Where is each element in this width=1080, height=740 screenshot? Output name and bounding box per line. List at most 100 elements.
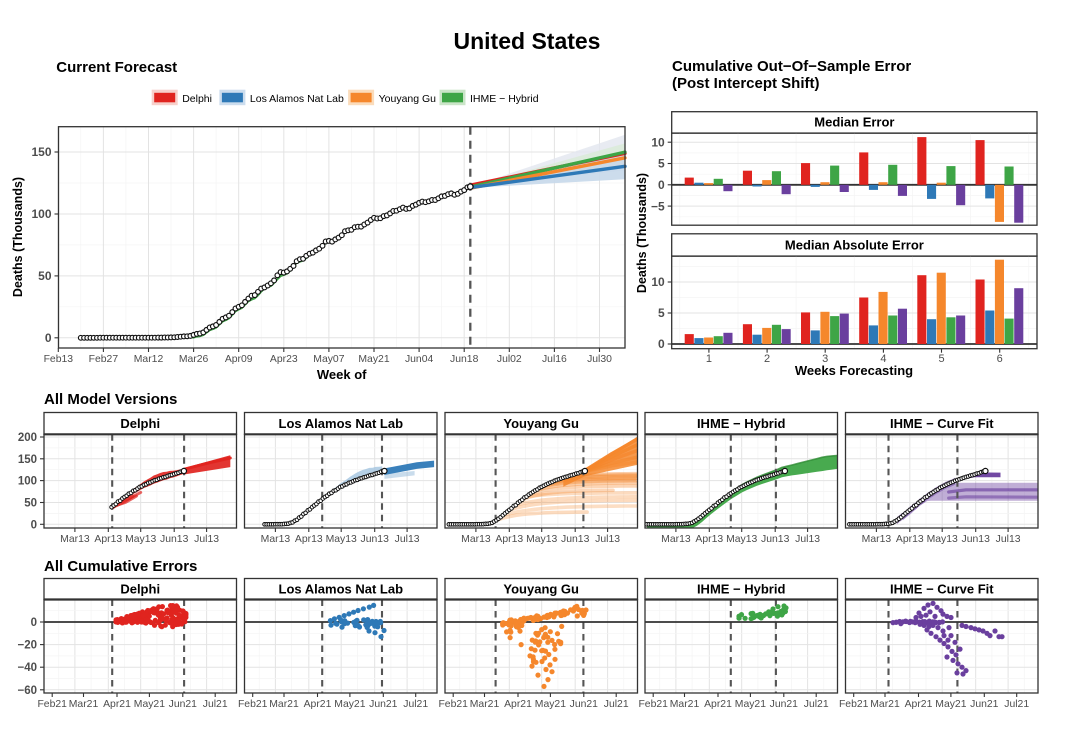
svg-text:Jun04: Jun04 — [405, 354, 434, 365]
svg-text:Jul13: Jul13 — [194, 534, 219, 545]
svg-text:May21: May21 — [735, 699, 766, 710]
svg-text:Apr13: Apr13 — [94, 534, 122, 545]
svg-text:All Cumulative Errors: All Cumulative Errors — [44, 558, 197, 575]
svg-text:Mar13: Mar13 — [661, 534, 691, 545]
svg-text:1: 1 — [706, 353, 712, 365]
svg-text:Mar13: Mar13 — [261, 534, 291, 545]
svg-text:5: 5 — [658, 306, 665, 320]
svg-text:Mar13: Mar13 — [862, 534, 892, 545]
svg-text:IHME − Hybrid: IHME − Hybrid — [697, 582, 786, 597]
svg-text:Median Error: Median Error — [814, 115, 894, 130]
svg-text:Los Alamos Nat Lab: Los Alamos Nat Lab — [279, 582, 404, 597]
svg-text:Apr21: Apr21 — [304, 699, 332, 710]
svg-text:Mar13: Mar13 — [461, 534, 491, 545]
svg-text:Jun18: Jun18 — [450, 354, 479, 365]
svg-text:10: 10 — [651, 135, 665, 149]
svg-text:Apr13: Apr13 — [295, 534, 323, 545]
svg-text:Jun13: Jun13 — [160, 534, 189, 545]
svg-text:Mar21: Mar21 — [69, 699, 99, 710]
svg-text:Jul21: Jul21 — [804, 699, 829, 710]
svg-text:10: 10 — [651, 275, 665, 289]
svg-text:Cumulative Out−Of−Sample Error: Cumulative Out−Of−Sample Error — [672, 58, 911, 75]
svg-text:Feb21: Feb21 — [438, 699, 468, 710]
svg-text:Feb21: Feb21 — [238, 699, 268, 710]
svg-text:May21: May21 — [935, 699, 966, 710]
svg-text:Mar21: Mar21 — [470, 699, 500, 710]
svg-text:150: 150 — [18, 454, 37, 466]
svg-text:Weeks Forecasting: Weeks Forecasting — [795, 363, 913, 378]
svg-text:Mar21: Mar21 — [870, 699, 900, 710]
svg-text:All Model Versions: All Model Versions — [44, 391, 177, 408]
svg-text:Mar21: Mar21 — [269, 699, 299, 710]
svg-text:Delphi: Delphi — [182, 93, 212, 105]
svg-text:May21: May21 — [334, 699, 365, 710]
svg-text:5: 5 — [938, 353, 944, 365]
svg-text:Apr13: Apr13 — [695, 534, 723, 545]
svg-text:Jul21: Jul21 — [403, 699, 428, 710]
svg-text:Current Forecast: Current Forecast — [56, 59, 177, 76]
svg-text:United States: United States — [454, 28, 601, 54]
svg-text:Week of: Week of — [317, 367, 367, 382]
svg-text:Deaths (Thousands): Deaths (Thousands) — [635, 173, 649, 293]
svg-text:Apr21: Apr21 — [103, 699, 131, 710]
svg-text:Jul13: Jul13 — [595, 534, 620, 545]
svg-text:200: 200 — [18, 432, 37, 444]
svg-text:Jul13: Jul13 — [395, 534, 420, 545]
svg-text:−5: −5 — [651, 199, 665, 213]
svg-text:Feb13: Feb13 — [44, 354, 74, 365]
svg-text:Jun21: Jun21 — [970, 699, 999, 710]
svg-text:Delphi: Delphi — [120, 582, 160, 597]
svg-text:Jul13: Jul13 — [996, 534, 1021, 545]
svg-text:50: 50 — [24, 498, 37, 510]
svg-text:0: 0 — [658, 178, 665, 192]
svg-text:Feb27: Feb27 — [89, 354, 119, 365]
svg-text:May07: May07 — [313, 354, 344, 365]
svg-text:May21: May21 — [358, 354, 389, 365]
svg-text:Deaths (Thousands): Deaths (Thousands) — [11, 177, 25, 297]
svg-text:May13: May13 — [927, 534, 958, 545]
svg-text:Jul13: Jul13 — [795, 534, 820, 545]
svg-text:IHME − Curve Fit: IHME − Curve Fit — [890, 416, 994, 431]
svg-text:Feb21: Feb21 — [37, 699, 67, 710]
svg-text:Los Alamos Nat Lab: Los Alamos Nat Lab — [250, 93, 344, 105]
svg-text:−20: −20 — [17, 640, 37, 652]
svg-text:0: 0 — [658, 337, 665, 351]
svg-text:IHME − Curve Fit: IHME − Curve Fit — [890, 582, 994, 597]
svg-text:0: 0 — [45, 331, 52, 345]
svg-text:Jul16: Jul16 — [542, 354, 567, 365]
svg-text:−40: −40 — [17, 662, 37, 674]
svg-text:Jun21: Jun21 — [169, 699, 198, 710]
svg-text:Feb21: Feb21 — [638, 699, 668, 710]
svg-text:Jul02: Jul02 — [497, 354, 522, 365]
svg-text:Median Absolute Error: Median Absolute Error — [785, 238, 924, 253]
svg-text:Jun13: Jun13 — [361, 534, 390, 545]
svg-text:Jul21: Jul21 — [1004, 699, 1029, 710]
svg-text:May13: May13 — [526, 534, 557, 545]
svg-text:Apr21: Apr21 — [905, 699, 933, 710]
svg-text:Mar12: Mar12 — [134, 354, 164, 365]
svg-text:50: 50 — [38, 269, 52, 283]
svg-text:5: 5 — [658, 157, 665, 171]
svg-text:6: 6 — [997, 353, 1003, 365]
svg-text:(Post Intercept Shift): (Post Intercept Shift) — [672, 75, 820, 92]
svg-text:Los Alamos Nat Lab: Los Alamos Nat Lab — [279, 416, 404, 431]
svg-text:4: 4 — [880, 353, 886, 365]
svg-text:Mar21: Mar21 — [670, 699, 700, 710]
svg-text:Jun21: Jun21 — [770, 699, 799, 710]
svg-text:2: 2 — [764, 353, 770, 365]
svg-text:May13: May13 — [726, 534, 757, 545]
svg-text:IHME − Hybrid: IHME − Hybrid — [697, 416, 786, 431]
svg-text:May13: May13 — [125, 534, 156, 545]
svg-text:3: 3 — [822, 353, 828, 365]
svg-text:Apr09: Apr09 — [225, 354, 253, 365]
svg-text:May13: May13 — [326, 534, 357, 545]
svg-text:0: 0 — [31, 617, 37, 629]
svg-text:100: 100 — [31, 207, 51, 221]
svg-text:Jun13: Jun13 — [561, 534, 590, 545]
svg-text:Jun13: Jun13 — [761, 534, 790, 545]
svg-text:May21: May21 — [535, 699, 566, 710]
svg-text:Delphi: Delphi — [120, 416, 160, 431]
svg-text:IHME − Hybrid: IHME − Hybrid — [470, 93, 539, 105]
svg-text:Youyang Gu: Youyang Gu — [503, 582, 579, 597]
svg-text:Apr21: Apr21 — [504, 699, 532, 710]
